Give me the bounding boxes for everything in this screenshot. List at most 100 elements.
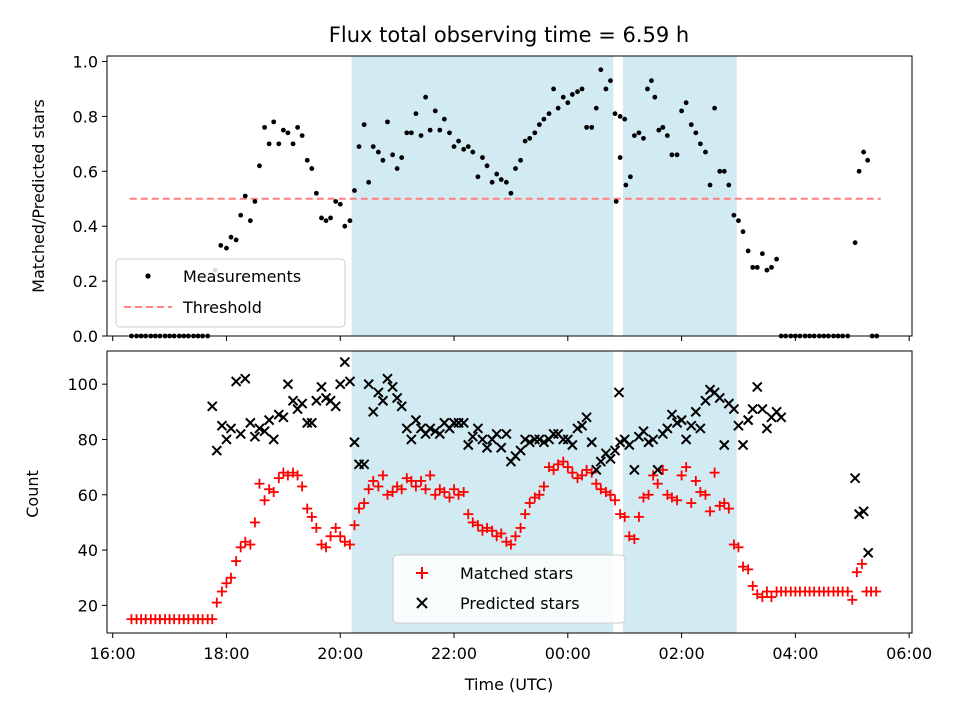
- measurement-point: [575, 89, 580, 95]
- measurement-point: [370, 144, 376, 149]
- measurement-point: [252, 199, 258, 204]
- matched-star-point: [510, 531, 521, 542]
- measurement-point: [541, 116, 547, 122]
- measurement-point: [865, 157, 871, 163]
- measurement-point: [470, 149, 476, 155]
- matched-star-point: [344, 539, 355, 550]
- measurement-point: [622, 116, 628, 122]
- matched-star-point: [273, 473, 284, 484]
- predicted-star-point: [373, 387, 384, 398]
- measurement-point: [660, 124, 666, 130]
- measurement-point: [613, 199, 619, 204]
- x-tick-label: 16:00: [90, 644, 136, 663]
- matched-star-point: [666, 492, 677, 503]
- matched-star-point: [235, 542, 246, 553]
- measurement-point: [484, 163, 490, 169]
- predicted-star-point: [254, 423, 265, 434]
- top-legend-box: [115, 258, 346, 328]
- predicted-star-point: [714, 392, 725, 404]
- matched-star-point: [709, 467, 720, 478]
- measurement-point: [489, 179, 495, 185]
- bottom-y-tick-label: 60: [78, 486, 98, 505]
- predicted-star-point: [481, 442, 493, 453]
- legend-threshold-label: Threshold: [182, 298, 262, 317]
- measurement-point: [608, 78, 613, 84]
- matched-star-point: [690, 475, 701, 486]
- predicted-star-point: [282, 378, 294, 390]
- predicted-star-point: [230, 376, 242, 387]
- predicted-star-point: [591, 464, 602, 476]
- predicted-star-point: [368, 406, 379, 418]
- matched-star-point: [567, 467, 578, 478]
- matched-star-point: [610, 495, 621, 506]
- matched-star-point: [321, 542, 332, 553]
- predicted-star-point: [302, 417, 313, 429]
- bottom-y-tick-label: 20: [78, 596, 98, 615]
- measurement-point: [342, 223, 348, 229]
- measurement-point: [551, 86, 556, 92]
- top-panel: 0.0 0.2 0.4 0.6 0.8 1.0 Matched/Predicted sta…: [29, 52, 913, 346]
- measurement-point: [242, 193, 248, 199]
- matched-star-point: [757, 592, 768, 603]
- matched-star-point: [586, 467, 597, 478]
- matched-star-point: [306, 511, 317, 522]
- measurement-point: [703, 149, 708, 155]
- predicted-star-point: [548, 428, 559, 440]
- matched-star-point: [505, 539, 516, 550]
- matched-stars-points: [126, 456, 882, 625]
- measurement-point: [285, 130, 291, 136]
- measurement-point: [750, 264, 756, 270]
- predicted-stars-points: [207, 356, 874, 559]
- x-tick-label: 22:00: [431, 644, 477, 663]
- measurement-point: [290, 141, 296, 147]
- top-y-tick-label: 0.2: [73, 272, 98, 291]
- matched-star-point: [240, 536, 251, 547]
- bottom-y-tick-label: 40: [78, 541, 98, 560]
- measurement-point: [688, 122, 694, 128]
- predicted-star-point: [538, 437, 550, 448]
- predicted-star-point: [752, 381, 763, 393]
- matched-star-point: [396, 484, 407, 495]
- measurement-point: [328, 215, 333, 221]
- measurement-point: [224, 245, 229, 251]
- matched-star-point: [487, 525, 498, 536]
- measurement-point: [717, 168, 723, 174]
- legend-measurements-label: Measurements: [183, 267, 301, 286]
- x-tick-label: 00:00: [545, 644, 591, 663]
- predicted-star-point: [728, 403, 740, 415]
- bottom-legend-box: [392, 554, 626, 624]
- matched-star-point: [672, 495, 683, 506]
- predicted-star-point: [605, 453, 616, 465]
- measurement-point: [352, 188, 357, 193]
- measurement-point: [555, 105, 561, 111]
- x-tick-label: 20:00: [317, 644, 363, 663]
- predicted-star-point: [666, 409, 678, 420]
- measurement-point: [736, 218, 741, 224]
- measurement-point: [707, 182, 713, 188]
- matched-star-point: [216, 586, 227, 597]
- predicted-star-point: [524, 437, 535, 448]
- measurement-point: [408, 130, 414, 136]
- measurement-point: [623, 182, 629, 188]
- predicted-star-point: [296, 398, 308, 409]
- measurement-point: [774, 256, 780, 262]
- matched-star-point: [349, 520, 360, 531]
- predicted-star-point: [775, 412, 787, 423]
- measurement-point: [589, 124, 595, 130]
- matched-star-point: [226, 572, 237, 583]
- predicted-star-point: [391, 392, 403, 404]
- measurement-point: [518, 157, 523, 163]
- predicted-star-point: [458, 417, 469, 429]
- matched-star-point: [472, 520, 483, 531]
- measurement-point: [375, 149, 381, 155]
- measurement-point: [498, 177, 504, 182]
- measurement-point: [218, 243, 224, 248]
- predicted-star-point: [719, 439, 730, 451]
- matched-star-point: [577, 470, 588, 481]
- measurement-point: [262, 124, 267, 130]
- matched-star-point: [231, 556, 242, 567]
- predicted-star-point: [595, 456, 607, 467]
- top-y-tick-label: 1.0: [73, 52, 98, 71]
- chart-title: Flux total observing time = 6.59 h: [329, 23, 689, 47]
- predicted-star-point: [311, 395, 322, 406]
